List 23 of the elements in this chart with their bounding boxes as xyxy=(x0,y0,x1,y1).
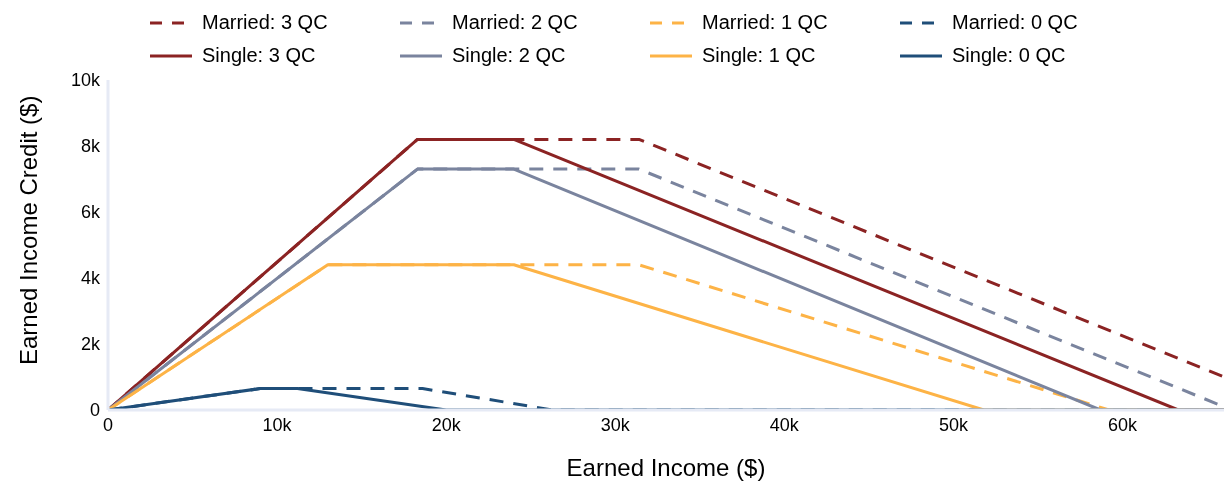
y-tick-label: 10k xyxy=(70,70,101,91)
legend-label: Single: 0 QC xyxy=(952,44,1066,67)
y-tick-label: 4k xyxy=(80,268,101,289)
legend-label: Married: 2 QC xyxy=(452,11,578,34)
x-tick-label: 50k xyxy=(938,414,969,435)
legend-label: Single: 3 QC xyxy=(202,44,316,67)
legend-label: Married: 3 QC xyxy=(202,11,328,34)
y-tick-label: 2k xyxy=(80,334,101,355)
x-axis-title: Earned Income ($) xyxy=(566,454,766,481)
x-tick-label: 10k xyxy=(262,414,293,435)
y-tick-label: 6k xyxy=(80,202,101,223)
x-tick-label: 60k xyxy=(1108,414,1139,435)
x-tick-label: 40k xyxy=(769,414,800,435)
legend-label: Single: 2 QC xyxy=(452,44,566,67)
legend-label: Married: 0 QC xyxy=(952,11,1078,34)
y-axis-title: Earned Income Credit ($) xyxy=(14,95,42,365)
legend-label: Married: 1 QC xyxy=(702,11,828,34)
y-tick-label: 0 xyxy=(89,400,100,421)
y-tick-label: 8k xyxy=(80,136,101,157)
x-tick-label: 0 xyxy=(102,414,114,435)
x-tick-label: 20k xyxy=(431,414,462,435)
legend-label: Single: 1 QC xyxy=(702,44,816,67)
x-tick-label: 30k xyxy=(600,414,631,435)
